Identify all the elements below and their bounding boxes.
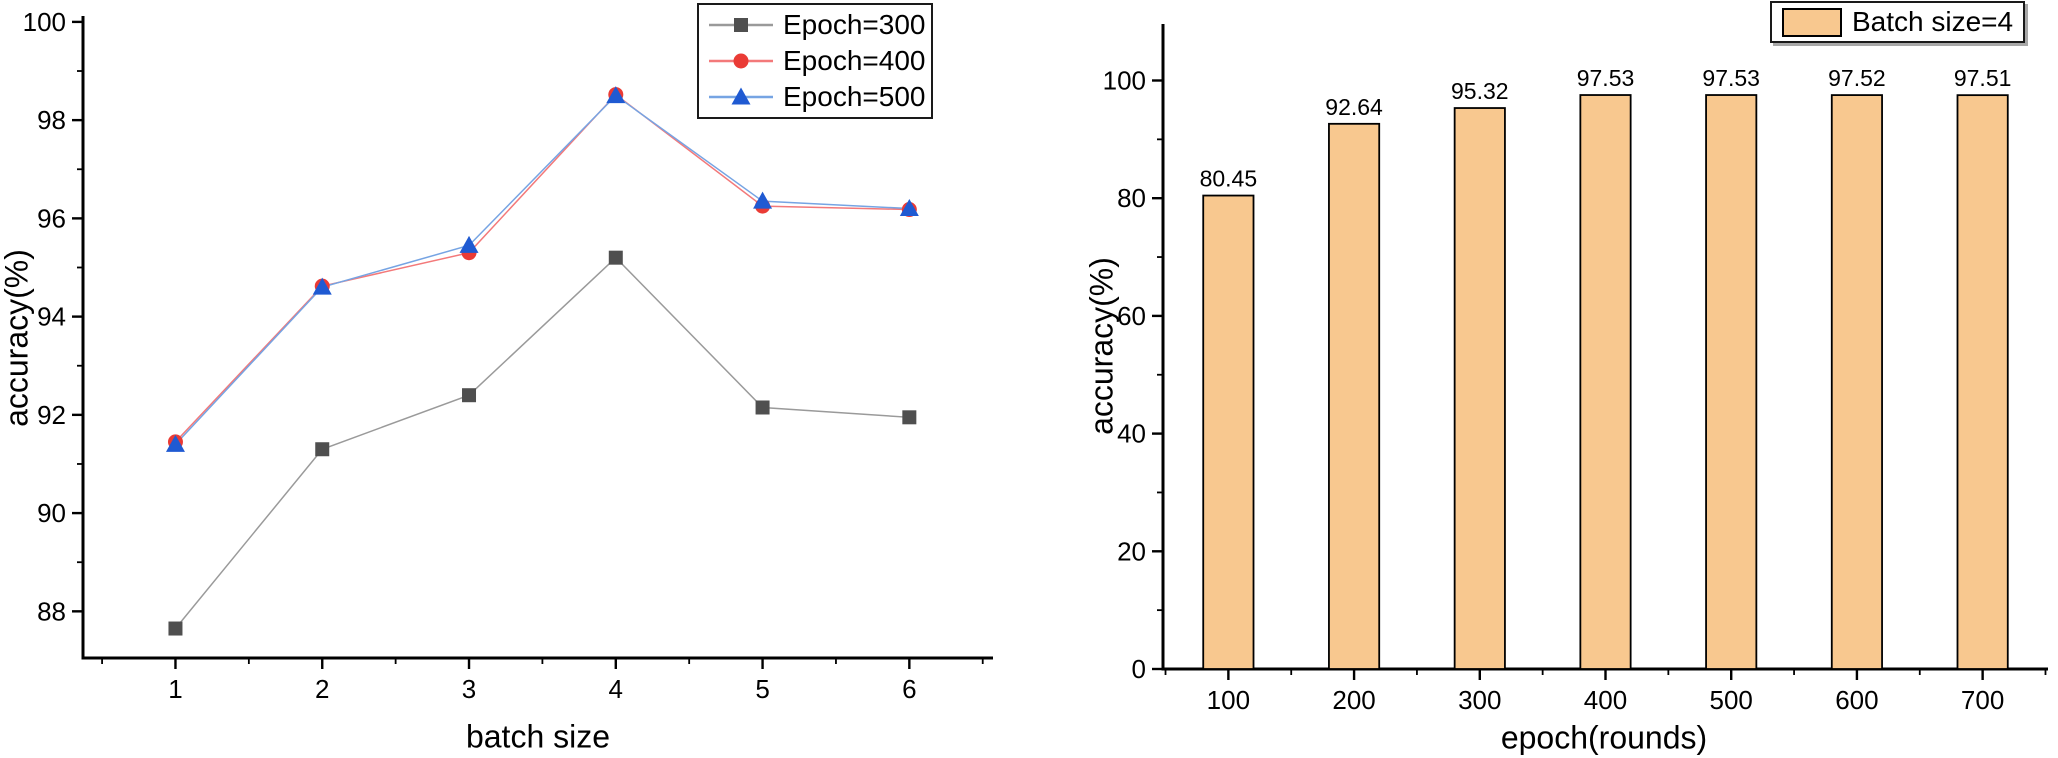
line-chart-panel: 88 90 92 94 96 98 100 1 2 3 4 5 6 accuracy(%) batch … [0, 3, 993, 755]
svg-text:200: 200 [1332, 685, 1375, 715]
svg-text:0: 0 [1132, 654, 1146, 684]
svg-text:3: 3 [462, 674, 476, 704]
svg-text:97.53: 97.53 [1702, 65, 1760, 91]
legend-item-epoch-400: Epoch=400 [707, 43, 925, 79]
svg-text:700: 700 [1961, 685, 2004, 715]
left-x-axis-title: batch size [465, 718, 611, 755]
svg-text:97.52: 97.52 [1828, 65, 1886, 91]
right-y-axis-title: accuracy(%) [1083, 257, 1120, 435]
svg-text:400: 400 [1584, 685, 1627, 715]
svg-text:90: 90 [37, 498, 66, 528]
legend-item-epoch-500: Epoch=500 [707, 79, 925, 115]
svg-text:97.51: 97.51 [1954, 65, 2012, 91]
circle-marker-icon [709, 53, 773, 69]
legend-label-batch-size: Batch size=4 [1852, 6, 2014, 37]
svg-text:6: 6 [902, 674, 916, 704]
svg-text:94: 94 [37, 302, 66, 332]
bar-chart: 0 20 40 60 80 100 100 200 300 400 500 600 700 80.45 92… [1103, 24, 2048, 715]
svg-text:5: 5 [755, 674, 769, 704]
legend-label-epoch-300: Epoch=300 [783, 9, 926, 40]
svg-text:500: 500 [1710, 685, 1753, 715]
line-chart-legend: Epoch=300 Epoch=400 Epoch=500 [697, 3, 934, 119]
svg-text:98: 98 [37, 105, 66, 135]
bar-chart-legend: Batch size=4 [1770, 1, 2026, 43]
right-x-axis-title: epoch(rounds) [1500, 719, 1708, 756]
legend-label-epoch-400: Epoch=400 [783, 45, 926, 76]
svg-text:4: 4 [609, 674, 623, 704]
svg-text:100: 100 [1207, 685, 1250, 715]
left-y-axis-title: accuracy(%) [0, 249, 35, 427]
svg-text:96: 96 [37, 203, 66, 233]
svg-text:1: 1 [168, 674, 182, 704]
svg-text:95.32: 95.32 [1451, 78, 1509, 104]
triangle-marker-icon [709, 87, 773, 105]
svg-text:40: 40 [1117, 419, 1146, 449]
svg-text:20: 20 [1117, 536, 1146, 566]
svg-text:92: 92 [37, 400, 66, 430]
svg-text:80.45: 80.45 [1200, 166, 1258, 192]
svg-text:600: 600 [1835, 685, 1878, 715]
legend-label-epoch-500: Epoch=500 [783, 81, 926, 112]
bar-swatch-icon [1782, 7, 1842, 37]
svg-text:100: 100 [1103, 65, 1146, 95]
svg-text:300: 300 [1458, 685, 1501, 715]
svg-text:88: 88 [37, 596, 66, 626]
svg-text:92.64: 92.64 [1325, 94, 1383, 120]
svg-text:2: 2 [315, 674, 329, 704]
svg-text:60: 60 [1117, 301, 1146, 331]
svg-text:100: 100 [23, 7, 66, 37]
bar-chart-panel: 0 20 40 60 80 100 100 200 300 400 500 600 700 80.45 92… [1080, 0, 2058, 758]
svg-text:97.53: 97.53 [1577, 65, 1635, 91]
line-chart: 88 90 92 94 96 98 100 1 2 3 4 5 6 [23, 7, 993, 704]
square-marker-icon [709, 18, 773, 32]
svg-text:80: 80 [1117, 183, 1146, 213]
legend-item-epoch-300: Epoch=300 [707, 7, 925, 43]
